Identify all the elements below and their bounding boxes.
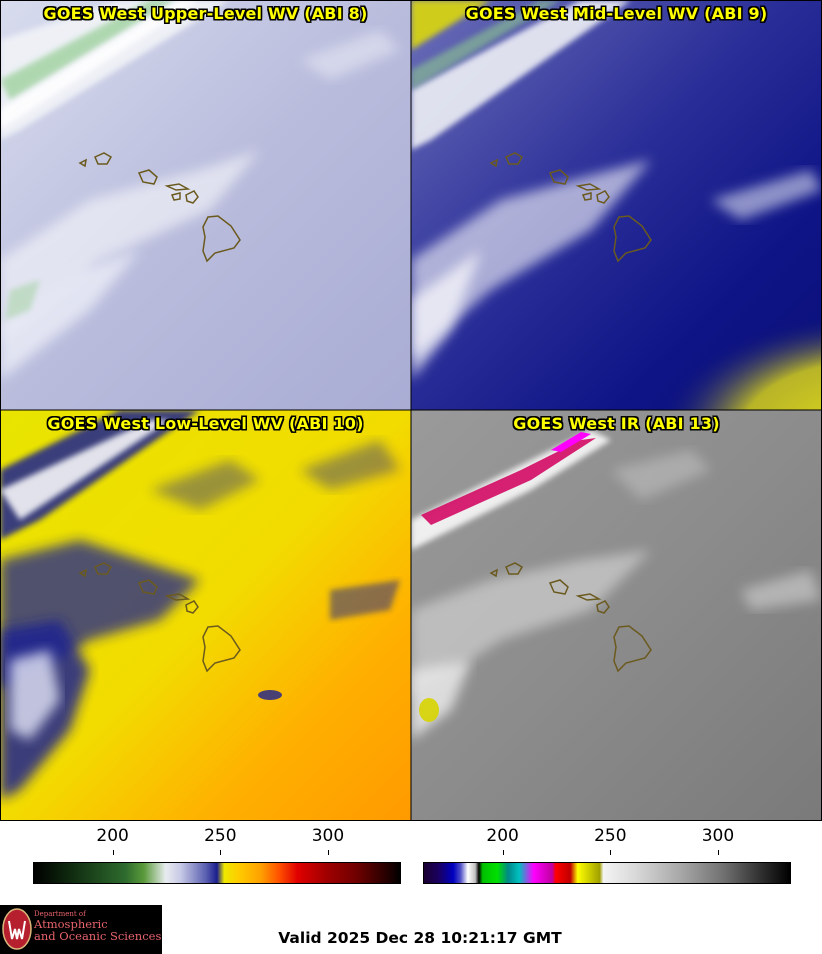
colorbar-tick-mark [717, 850, 719, 855]
aos-logo: Department of Atmospheric and Oceanic Sc… [0, 905, 162, 954]
logo-line1: Department of [34, 910, 86, 918]
panel-title: GOES West Mid-Level WV (ABI 9) [465, 4, 768, 23]
wv-colorbar: 200 250 300 [33, 826, 401, 884]
logo-text: Department of Atmospheric and Oceanic Sc… [34, 910, 162, 944]
panel-ir: GOES West IR (ABI 13) [411, 410, 822, 821]
colorbar-tick-mark [610, 850, 612, 855]
ir-colorbar-scale [423, 862, 791, 884]
panel-mid-level-wv: GOES West Mid-Level WV (ABI 9) [411, 0, 822, 410]
colorbar-tick-label: 250 [594, 826, 627, 846]
colorbar-tick-mark [502, 850, 504, 855]
logo-line3: and Oceanic Sciences [34, 929, 162, 944]
panel-title: GOES West Low-Level WV (ABI 10) [47, 414, 364, 433]
mid-level-wv-image [411, 0, 822, 410]
panel-title: GOES West IR (ABI 13) [513, 414, 720, 433]
colorbar-tick-mark [220, 850, 222, 855]
ir-image [411, 410, 822, 821]
valid-time: Valid 2025 Dec 28 10:21:17 GMT [278, 929, 562, 947]
colorbar-tick-label: 200 [96, 826, 129, 846]
colorbar-tick-label: 300 [701, 826, 735, 846]
colorbar-tick-mark [112, 850, 114, 855]
panel-title: GOES West Upper-Level WV (ABI 8) [43, 4, 368, 23]
colorbar-tick-label: 200 [486, 826, 519, 846]
colorbar-tick-mark [327, 850, 329, 855]
logo-line2: Atmospheric [34, 917, 108, 932]
colorbar-tick-label: 300 [311, 826, 345, 846]
panel-low-level-wv: GOES West Low-Level WV (ABI 10) [0, 410, 411, 821]
panel-upper-level-wv: GOES West Upper-Level WV (ABI 8) [0, 0, 411, 410]
ir-colorbar: 200 250 300 [423, 826, 791, 884]
low-level-wv-image [0, 410, 411, 821]
wv-colorbar-scale [33, 862, 401, 884]
upper-level-wv-image [0, 0, 411, 410]
colorbar-tick-label: 250 [204, 826, 237, 846]
uw-crest-icon [2, 908, 32, 950]
